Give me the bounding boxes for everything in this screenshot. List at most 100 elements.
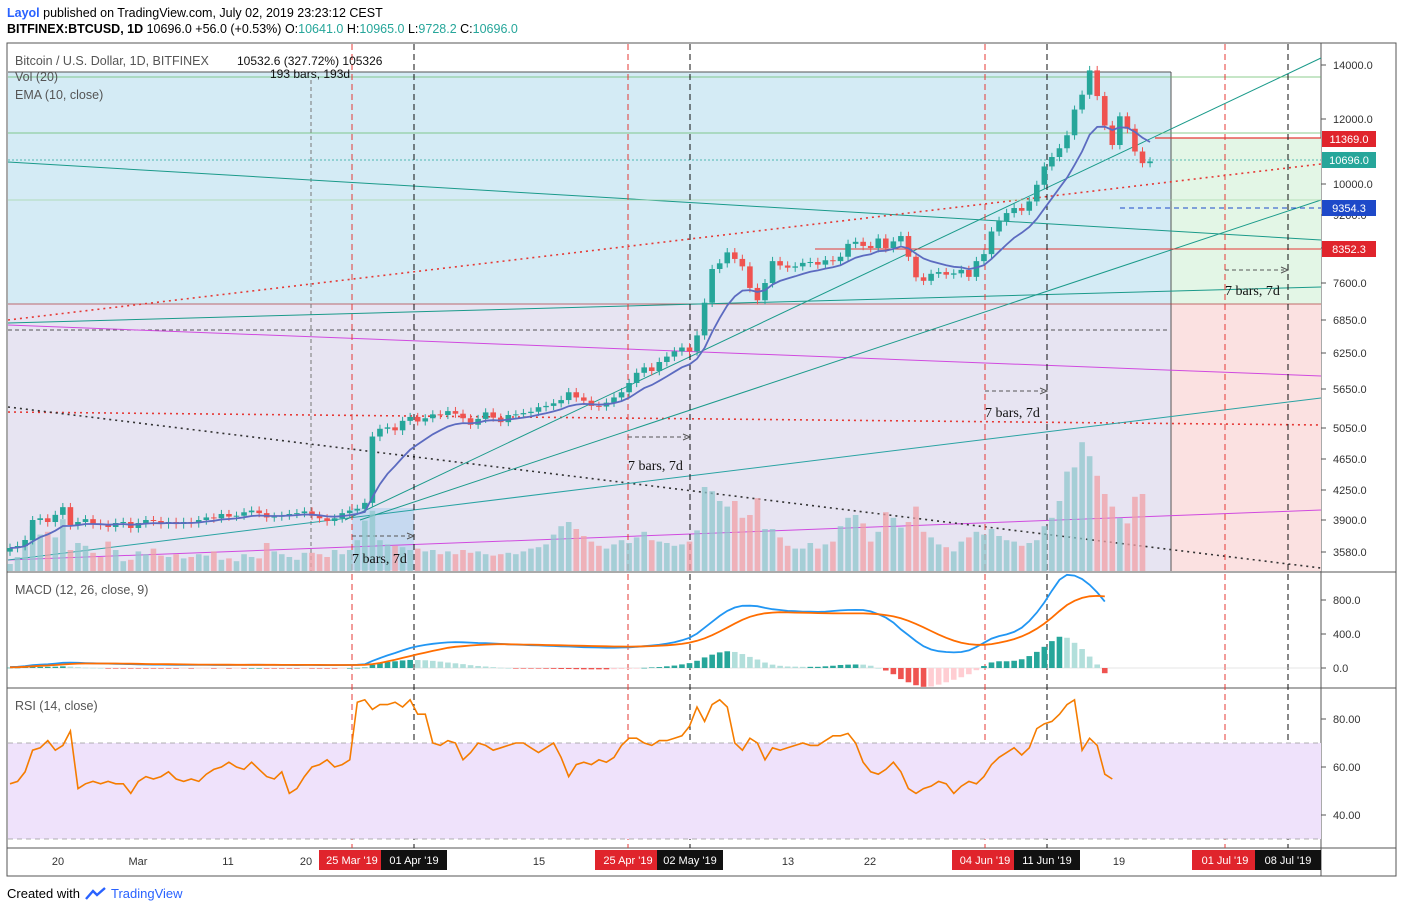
volume-bar-132 [1003,540,1010,571]
volume-bar-8 [67,550,74,571]
candle-96 [732,252,738,259]
volume-bar-94 [716,501,723,571]
bars-arrowhead-2 [1039,387,1049,395]
macd-hist-132 [1003,661,1010,668]
candle-58 [445,411,451,415]
candle-139 [1056,148,1063,158]
candle-32 [248,510,255,513]
author-link[interactable]: Layol [7,6,40,20]
candle-148 [1124,116,1131,129]
time-axis[interactable]: 20 Mar 11 20 15 13 22 19 25 Mar '19 01 Apr '19 25 … [52,850,1321,870]
last-price: 10696.0 [146,22,192,36]
price-tick-7: 6250.0 [1333,348,1367,360]
macd-hist-16 [128,668,134,669]
macd-hist-136 [1034,651,1040,668]
macd-hist-120 [913,668,919,686]
macd-hist-79 [603,668,610,670]
candle-27 [211,517,217,519]
candle-146 [1109,125,1116,145]
tradingview-link[interactable]: TradingView [110,886,183,901]
volume-bar-122 [928,537,934,571]
macd-hist-49 [377,663,383,668]
candle-93 [709,269,715,303]
volume-bar-115 [875,531,882,571]
volume-bar-143 [1086,456,1093,571]
candle-97 [739,258,746,267]
macd-hist-32 [248,668,255,669]
volume-bar-11 [90,552,96,571]
macd-hist-109 [830,665,836,668]
volume-bar-19 [150,548,157,571]
volume-bar-137 [1041,526,1048,571]
ema-line [9,125,1151,549]
price-tick-8: 5650.0 [1333,384,1367,396]
volume-bar-21 [165,557,172,571]
macd-hist-70 [535,668,542,669]
macd-hist-110 [837,664,844,668]
candle-141 [1071,109,1078,136]
volume-bar-116 [883,512,889,571]
volume-bar-47 [362,520,368,571]
macd-hist-105 [799,666,806,668]
candle-135 [1026,201,1033,211]
time-tick-7: 19 [1113,856,1125,868]
price-badge-1: 10696.0 [1329,155,1369,167]
volume-bar-38 [294,559,300,571]
volume-bar-9 [75,543,81,571]
volume-bar-4 [37,534,43,571]
volume-bar-57 [437,554,444,571]
macd-hist-121 [920,668,927,687]
macd-hist-8 [67,666,74,668]
volume-bar-140 [1064,471,1070,571]
macd-hist-101 [769,664,776,668]
candle-115 [875,238,882,248]
candle-45 [346,510,353,514]
open-label: O: [284,22,299,36]
price-tick-1: 12000.0 [1333,114,1373,126]
macd-hist-104 [792,666,798,668]
macd-pane [7,573,1321,687]
candle-50 [384,427,391,429]
macd-hist-88 [671,665,678,668]
rsi-label: RSI (14, close) [15,699,98,713]
candle-111 [845,243,851,257]
macd-hist-100 [762,662,768,668]
macd-hist-35 [271,668,278,669]
volume-bar-37 [286,557,293,571]
candle-47 [362,502,368,509]
macd-hist-3 [29,666,36,668]
macd-hist-33 [256,668,262,669]
macd-hist-115 [875,668,882,669]
macd-hist-39 [301,668,308,669]
volume-bar-43 [331,550,338,571]
time-tick-4: 15 [533,856,545,868]
volume-bar-104 [792,548,798,571]
macd-hist-138 [1049,641,1055,668]
candle-136 [1034,184,1040,202]
macd-hist-9 [75,667,81,668]
candle-129 [981,254,987,262]
macd-hist-65 [497,667,504,669]
bars-annotation-1: 7 bars, 7d [352,552,407,567]
candle-38 [294,513,300,515]
macd-hist-29 [226,668,232,669]
volume-bar-123 [935,544,942,571]
volume-bar-50 [384,544,391,571]
volume-bar-74 [565,522,572,571]
macd-hist-91 [694,660,700,668]
volume-bar-77 [588,541,595,571]
candle-134 [1018,208,1025,211]
volume-bar-69 [528,548,534,571]
candle-124 [943,272,949,275]
volume-bar-150 [1139,494,1146,571]
volume-bar-13 [105,541,111,571]
candle-39 [301,511,308,514]
macd-hist-67 [513,668,519,669]
price-axis[interactable]: 14000.012000.010000.09200.08400.07600.06… [1321,60,1376,822]
candle-106 [807,262,814,263]
candle-19 [150,520,157,521]
macd-hist-61 [467,665,474,668]
volume-bar-121 [920,531,927,571]
measure-zone-purple [8,304,1171,571]
